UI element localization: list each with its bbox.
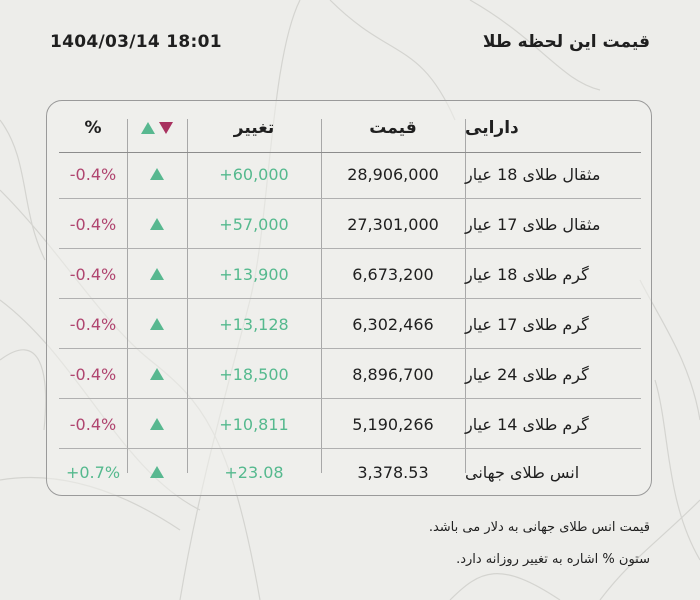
price-value: 28,906,000 — [347, 164, 439, 184]
price-value: 5,190,266 — [352, 414, 434, 434]
up-arrow-icon — [150, 218, 164, 230]
change-value: +23.08 — [224, 462, 284, 482]
price-value: 27,301,000 — [347, 214, 439, 234]
trend-indicator — [127, 349, 187, 399]
table-row[interactable]: -0.4% +18,500 8,896,700 گرم طلای 24 عیار — [59, 349, 641, 399]
change-value: +10,811 — [219, 414, 289, 434]
footnote-ounce: قیمت انس طلای جهانی به دلار می باشد. — [428, 520, 650, 535]
column-divider — [321, 119, 322, 473]
table-row[interactable]: -0.4% +13,900 6,673,200 گرم طلای 18 عیار — [59, 249, 641, 299]
trend-indicator — [127, 249, 187, 299]
percent-change: -0.4% — [69, 314, 117, 334]
table-header: % تغییر قیمت دارایی — [59, 103, 641, 153]
percent-change: -0.4% — [69, 164, 117, 184]
change-value: +60,000 — [219, 164, 289, 184]
up-arrow-icon — [150, 318, 164, 330]
column-header-change[interactable]: تغییر — [233, 118, 275, 138]
up-arrow-icon — [150, 418, 164, 430]
change-value: +13,128 — [219, 314, 289, 334]
price-value: 6,673,200 — [352, 264, 434, 284]
price-table: % تغییر قیمت دارایی -0.4% +60,000 28,906… — [46, 100, 652, 496]
price-value: 3,378.53 — [357, 462, 429, 482]
footnote-percent: ستون % اشاره به تغییر روزانه دارد. — [456, 552, 650, 567]
up-arrow-icon — [150, 168, 164, 180]
percent-change: -0.4% — [69, 214, 117, 234]
down-arrow-icon — [159, 122, 173, 134]
percent-change: -0.4% — [69, 414, 117, 434]
change-value: +13,900 — [219, 264, 289, 284]
asset-name: مثقال طلای 17 عیار — [465, 214, 601, 234]
up-arrow-icon — [141, 122, 155, 134]
asset-name: گرم طلای 14 عیار — [465, 414, 589, 434]
percent-change: -0.4% — [69, 364, 117, 384]
table-row[interactable]: +0.7% +23.08 3,378.53 انس طلای جهانی — [59, 447, 641, 497]
table-row[interactable]: -0.4% +57,000 27,301,000 مثقال طلای 17 ع… — [59, 199, 641, 249]
asset-name: گرم طلای 17 عیار — [465, 314, 589, 334]
up-arrow-icon — [150, 268, 164, 280]
asset-name: مثقال طلای 18 عیار — [465, 164, 601, 184]
page-title: قیمت این لحظه طلا — [482, 32, 650, 52]
column-divider — [187, 119, 188, 473]
change-value: +18,500 — [219, 364, 289, 384]
trend-indicator — [127, 399, 187, 449]
trend-indicator — [127, 447, 187, 497]
trend-indicator — [127, 149, 187, 199]
datetime-stamp: 1404/03/14 18:01 — [50, 32, 222, 52]
column-header-percent[interactable]: % — [84, 118, 102, 138]
table-row[interactable]: -0.4% +10,811 5,190,266 گرم طلای 14 عیار — [59, 399, 641, 449]
column-header-price[interactable]: قیمت — [369, 118, 417, 138]
trend-indicator — [127, 199, 187, 249]
table-row[interactable]: -0.4% +60,000 28,906,000 مثقال طلای 18 ع… — [59, 149, 641, 199]
percent-change: +0.7% — [65, 462, 121, 482]
change-value: +57,000 — [219, 214, 289, 234]
asset-name: گرم طلای 18 عیار — [465, 264, 589, 284]
asset-name: انس طلای جهانی — [465, 462, 580, 482]
asset-name: گرم طلای 24 عیار — [465, 364, 589, 384]
column-header-asset[interactable]: دارایی — [465, 118, 519, 138]
table-row[interactable]: -0.4% +13,128 6,302,466 گرم طلای 17 عیار — [59, 299, 641, 349]
sort-toggle[interactable] — [127, 103, 187, 153]
price-value: 8,896,700 — [352, 364, 434, 384]
trend-indicator — [127, 299, 187, 349]
price-value: 6,302,466 — [352, 314, 434, 334]
percent-change: -0.4% — [69, 264, 117, 284]
up-arrow-icon — [150, 466, 164, 478]
column-divider — [465, 119, 466, 473]
up-arrow-icon — [150, 368, 164, 380]
column-divider — [127, 119, 128, 473]
